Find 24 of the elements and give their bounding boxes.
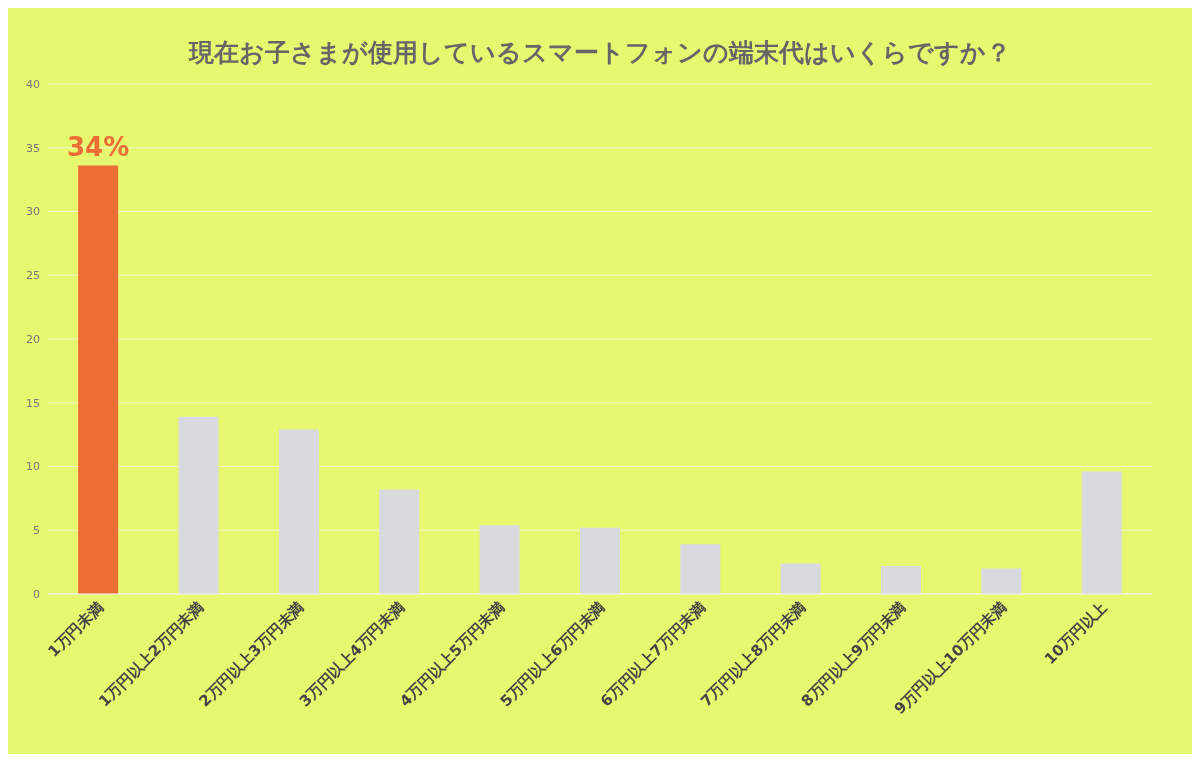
bar (78, 165, 119, 594)
y-tick-label: 30 (26, 205, 40, 219)
y-tick-label: 15 (26, 396, 40, 410)
x-tick-label: 10万円以上 (1040, 598, 1111, 669)
chart-title: 現在お子さまが使用しているスマートフォンの端末代はいくらですか？ (187, 37, 1012, 67)
y-tick-label: 25 (26, 269, 40, 283)
y-tick-label: 0 (33, 587, 40, 601)
y-tick-label: 35 (26, 141, 40, 155)
x-tick-label: 1万円未満 (44, 598, 108, 661)
bar (981, 568, 1022, 594)
y-tick-label: 40 (26, 77, 40, 91)
y-tick-label: 5 (33, 524, 40, 538)
bar (579, 527, 620, 594)
bar (1081, 471, 1122, 594)
y-tick-label: 20 (26, 332, 40, 346)
bar (780, 563, 821, 594)
bar (278, 429, 319, 594)
y-tick-label: 10 (26, 460, 40, 474)
bar (379, 489, 420, 594)
bar (178, 416, 219, 594)
bar (479, 525, 520, 594)
bar (680, 544, 721, 594)
data-label: 34% (66, 131, 130, 162)
bar (881, 565, 922, 594)
